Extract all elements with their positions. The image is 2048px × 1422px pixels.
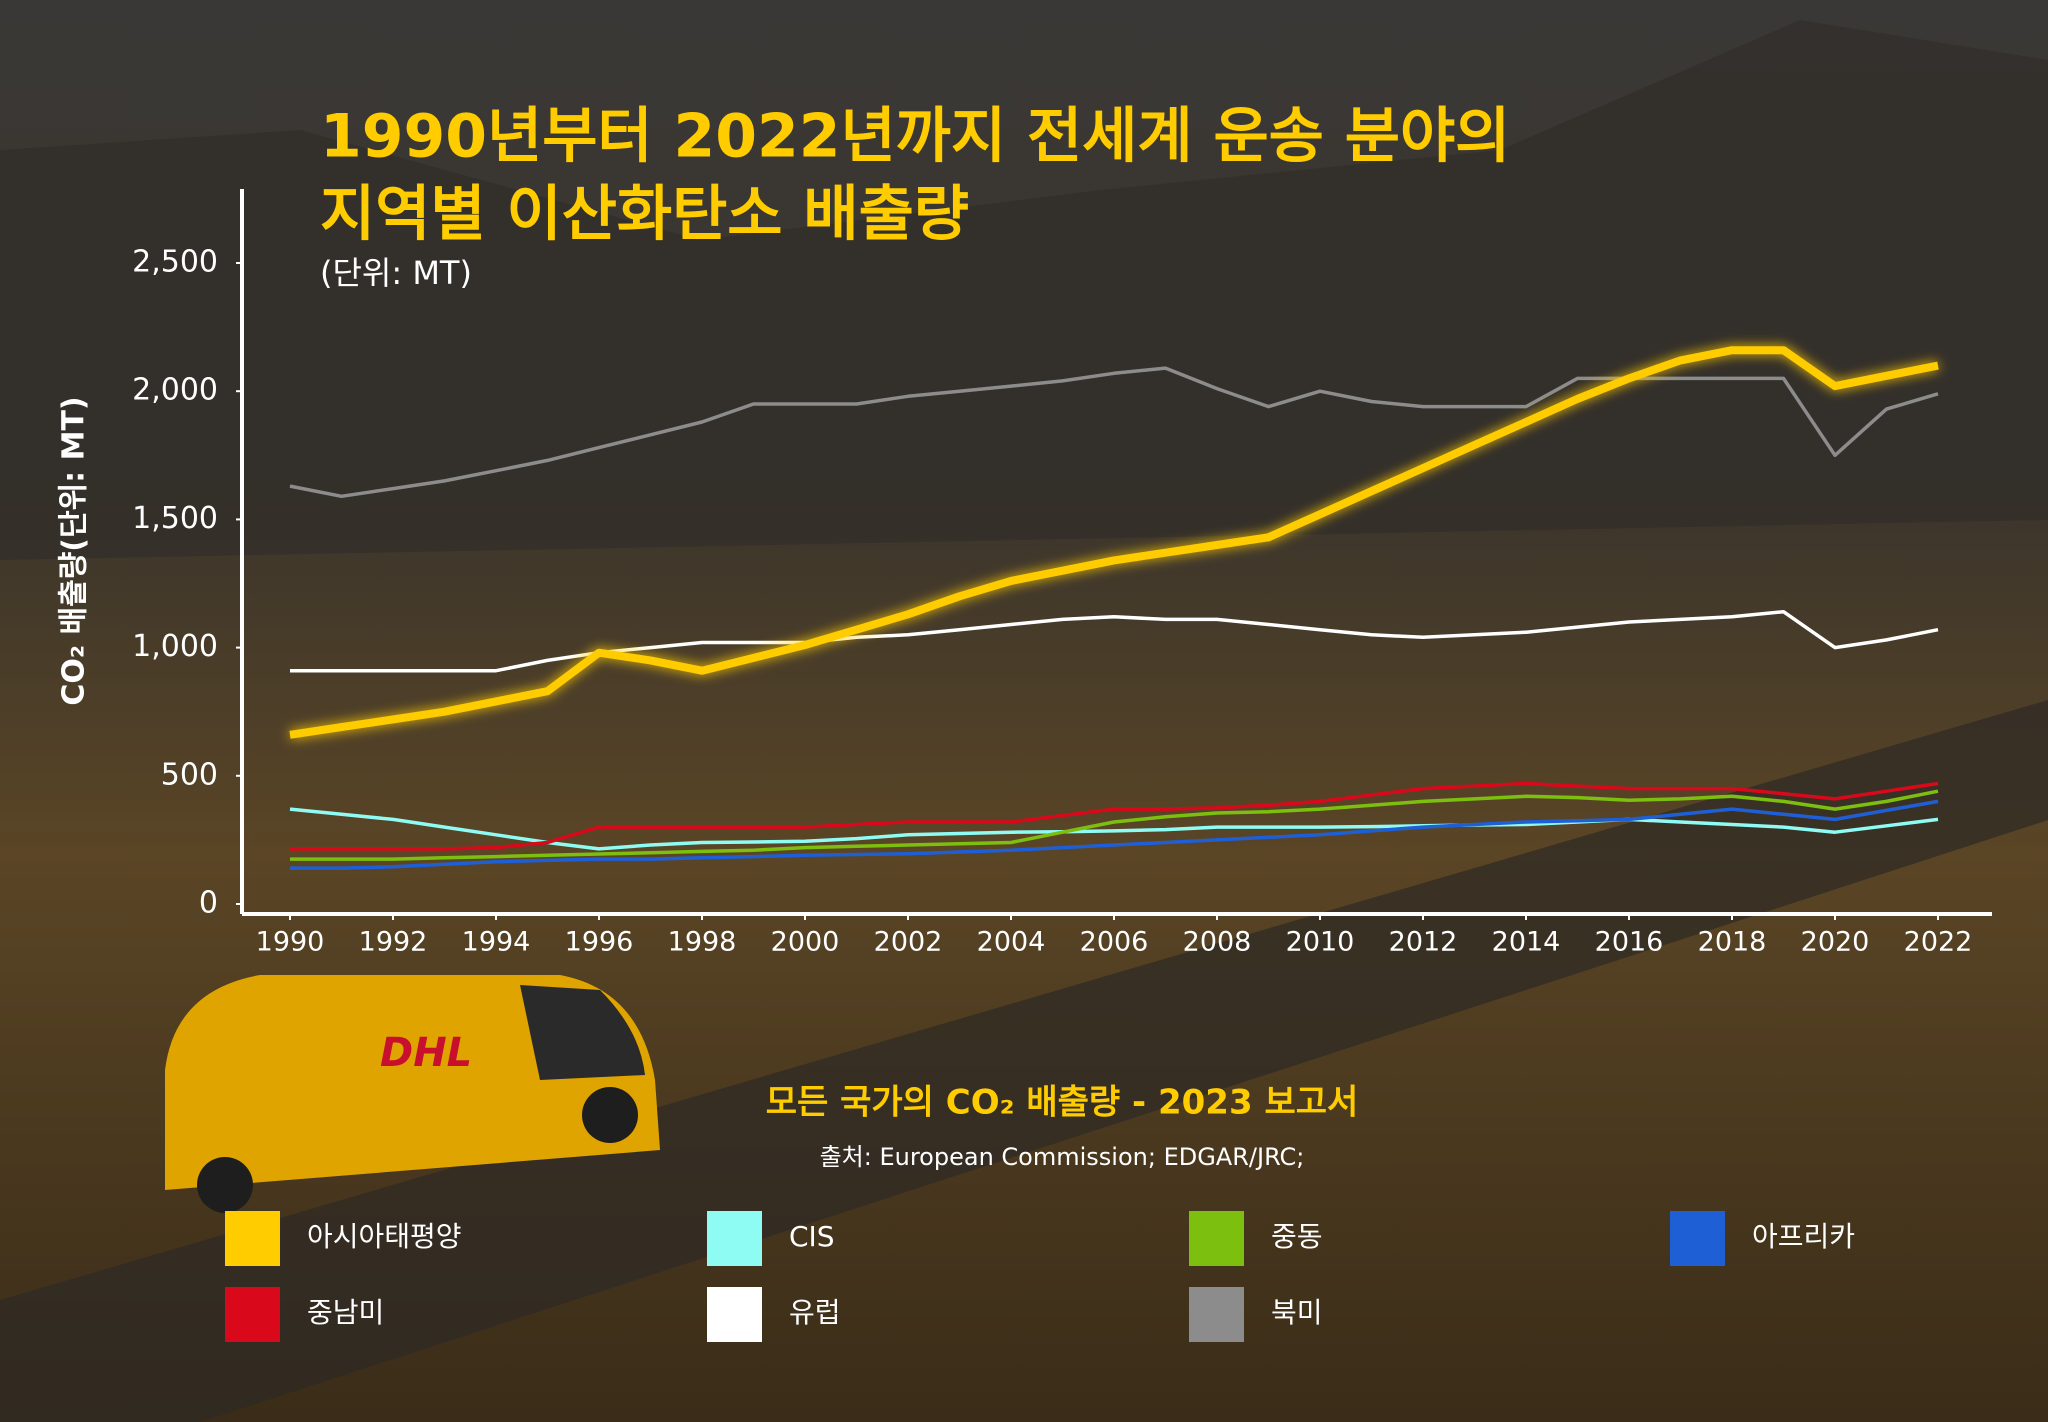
- legend-label: 북미: [1271, 1296, 1323, 1329]
- legend-swatch: [1670, 1211, 1725, 1266]
- y-tick-label: 2,000: [132, 373, 218, 408]
- x-tick-label: 2012: [1389, 927, 1458, 958]
- x-tick-label: 1992: [359, 927, 428, 958]
- series-line: [289, 346, 1939, 739]
- legend-swatch: [225, 1211, 280, 1266]
- legend-swatch: [1189, 1211, 1244, 1266]
- footer-title: 모든 국가의 CO₂ 배출량 - 2023 보고서: [766, 1083, 1359, 1123]
- x-tick-label: 2022: [1904, 927, 1973, 958]
- source: 출처: European Commission; EDGAR/JRC;: [820, 1143, 1305, 1171]
- legend-swatch: [707, 1287, 762, 1342]
- road: [0, 700, 2048, 1422]
- series-line: [290, 609, 1939, 673]
- y-tick-label: 0: [199, 886, 218, 921]
- y-tick-label: 1,000: [132, 629, 218, 664]
- x-tick-label: 2000: [771, 927, 840, 958]
- x-tick-label: 2002: [874, 927, 943, 958]
- x-tick-label: 2006: [1080, 927, 1149, 958]
- x-tick-label: 2010: [1286, 927, 1355, 958]
- x-tick-label: 1998: [668, 927, 737, 958]
- legend-swatch: [707, 1211, 762, 1266]
- x-tick-label: 2018: [1698, 927, 1767, 958]
- series-line: [290, 799, 1939, 870]
- chart-title: 지역별 이산화탄소 배출량: [320, 180, 969, 250]
- hills: [0, 20, 2048, 560]
- y-tick-label: 1,500: [132, 501, 218, 536]
- series-line: [289, 366, 1939, 499]
- chart-subtitle: (단위: MT): [320, 254, 472, 292]
- legend-swatch: [225, 1287, 280, 1342]
- y-axis-label: CO₂ 배출량(단위: MT): [57, 396, 92, 705]
- y-tick-label: 2,500: [132, 245, 218, 280]
- x-tick-label: 1996: [565, 927, 634, 958]
- series-line: [290, 789, 1939, 861]
- x-tick-label: 2004: [977, 927, 1046, 958]
- x-tick-label: 2008: [1183, 927, 1252, 958]
- x-tick-label: 1994: [462, 927, 531, 958]
- legend-label: 중동: [1271, 1220, 1323, 1253]
- chart-title: 1990년부터 2022년까지 전세계 운송 분야의: [320, 102, 1510, 172]
- legend-label: 중남미: [307, 1296, 384, 1329]
- svg-text:DHL: DHL: [380, 1030, 472, 1076]
- y-tick-label: 500: [161, 757, 218, 792]
- x-tick-label: 2016: [1595, 927, 1664, 958]
- van: DHL: [165, 975, 660, 1213]
- x-tick-label: 2014: [1492, 927, 1561, 958]
- legend-label: 유럽: [789, 1296, 841, 1329]
- legend-swatch: [1189, 1287, 1244, 1342]
- series-line: [290, 781, 1939, 851]
- series-line: [289, 807, 1939, 851]
- legend-label: CIS: [789, 1220, 835, 1253]
- legend-label: 아프리카: [1752, 1220, 1855, 1253]
- x-tick-label: 2020: [1801, 927, 1870, 958]
- x-tick-label: 1990: [256, 927, 325, 958]
- legend-label: 아시아태평양: [307, 1220, 462, 1253]
